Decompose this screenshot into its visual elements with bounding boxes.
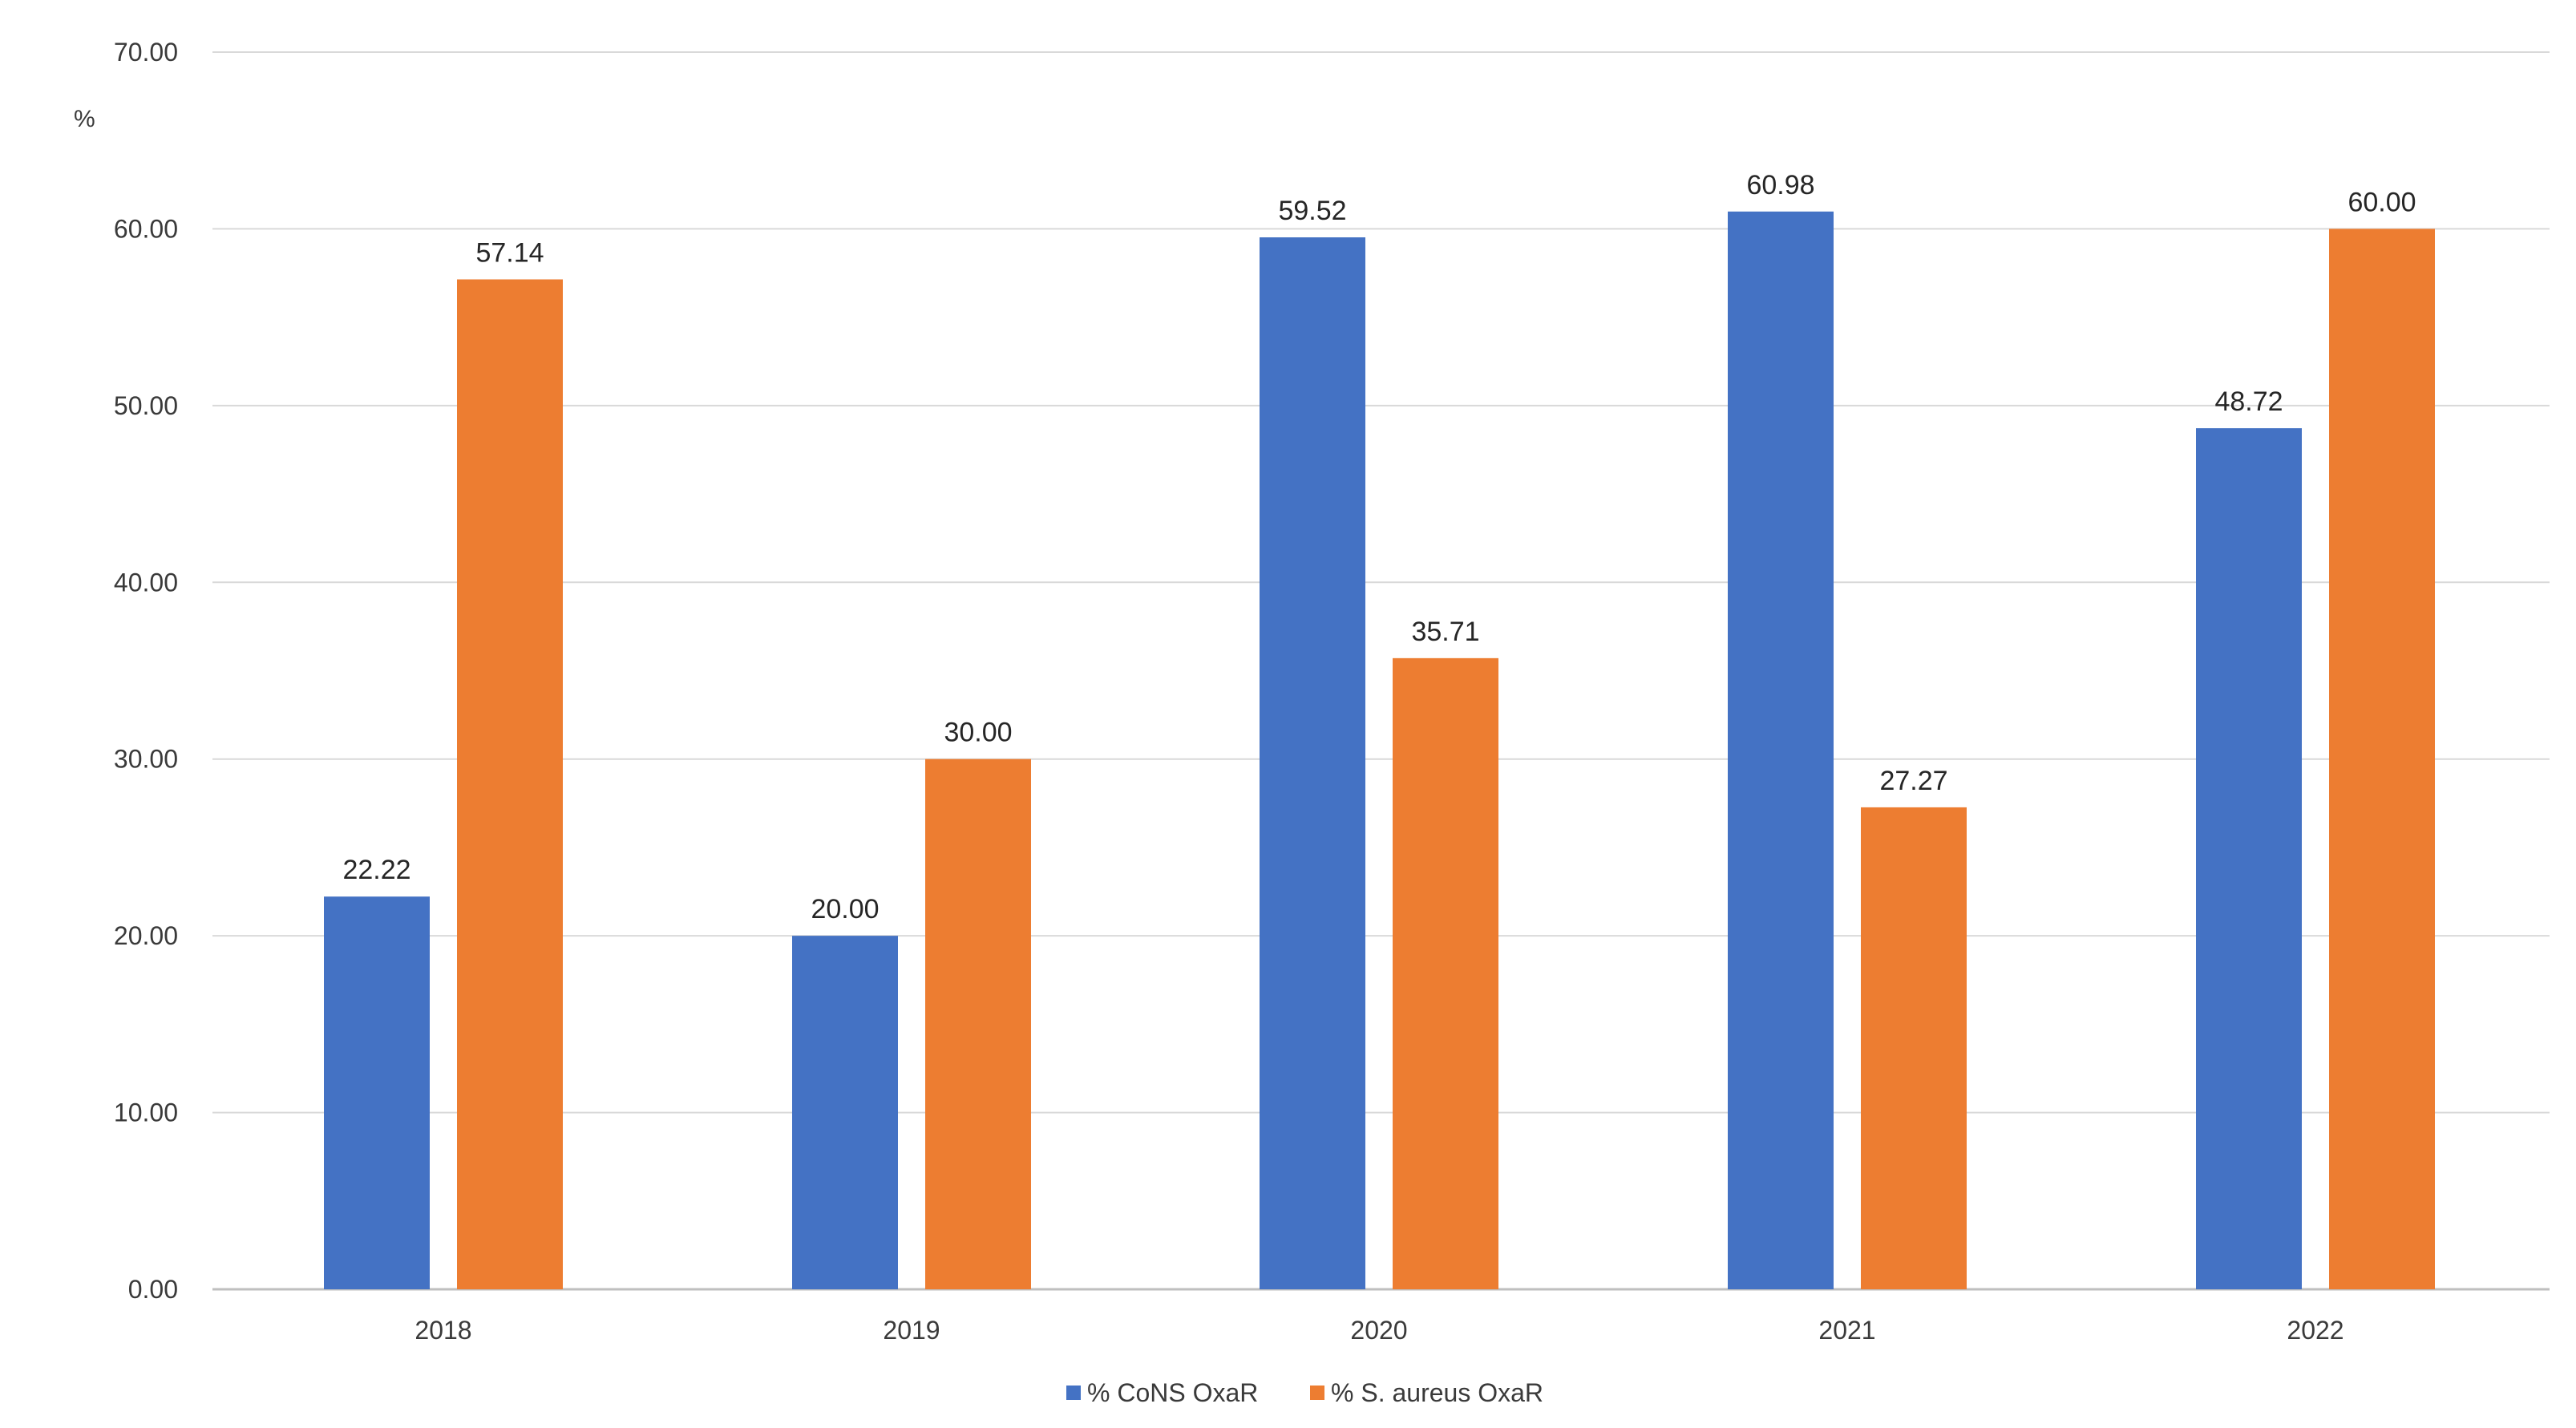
bars — [324, 211, 2435, 1290]
data-label: 59.52 — [1278, 196, 1346, 226]
x-tick-label: 2019 — [883, 1316, 940, 1345]
y-axis: % 0.00 10.00 20.00 30.00 40.00 50.00 60.00 70.0… — [74, 38, 178, 1304]
legend-label: % S. aureus OxaR — [1331, 1378, 1543, 1407]
x-tick-label: 2020 — [1350, 1316, 1407, 1345]
x-tick-label: 2022 — [2287, 1316, 2343, 1345]
bar-saureus-2020 — [1393, 657, 1498, 1289]
legend: % CoNS OxaR % S. aureus OxaR — [1066, 1378, 1543, 1407]
x-axis: 2018 2019 2020 2021 2022 — [415, 1316, 2343, 1345]
y-tick-label: 20.00 — [114, 921, 178, 950]
bar-saureus-2021 — [1861, 807, 1967, 1289]
y-tick-label: 10.00 — [114, 1098, 178, 1127]
bar-cons-2018 — [324, 896, 430, 1289]
data-label: 22.22 — [342, 855, 410, 885]
x-tick-label: 2018 — [415, 1316, 471, 1345]
data-label: 48.72 — [2214, 386, 2283, 417]
data-labels: 22.22 57.14 20.00 30.00 59.52 35.71 60.98 27.27… — [342, 170, 2416, 924]
bar-cons-2022 — [2196, 428, 2302, 1289]
legend-label: % CoNS OxaR — [1087, 1378, 1258, 1407]
y-tick-label: 60.00 — [114, 214, 178, 243]
data-label: 30.00 — [944, 718, 1012, 748]
y-tick-label: 50.00 — [114, 391, 178, 420]
bar-cons-2021 — [1728, 211, 1834, 1290]
x-tick-label: 2021 — [1818, 1316, 1875, 1345]
y-tick-label: 40.00 — [114, 568, 178, 597]
y-tick-label: 0.00 — [128, 1275, 178, 1304]
legend-swatch — [1310, 1386, 1324, 1400]
y-tick-label: 70.00 — [114, 38, 178, 67]
bar-saureus-2022 — [2329, 229, 2435, 1289]
y-tick-label: 30.00 — [114, 745, 178, 774]
data-label: 27.27 — [1879, 766, 1947, 796]
bar-cons-2019 — [792, 936, 898, 1289]
data-label: 60.00 — [2348, 187, 2416, 217]
bar-cons-2020 — [1260, 237, 1365, 1289]
bar-saureus-2019 — [925, 758, 1031, 1289]
y-axis-label: % — [74, 106, 95, 132]
bar-saureus-2018 — [457, 279, 563, 1289]
data-label: 57.14 — [475, 237, 544, 268]
gridlines — [212, 51, 2550, 1291]
legend-swatch — [1066, 1386, 1081, 1400]
data-label: 20.00 — [811, 894, 879, 924]
data-label: 60.98 — [1746, 170, 1814, 200]
data-label: 35.71 — [1411, 617, 1479, 647]
